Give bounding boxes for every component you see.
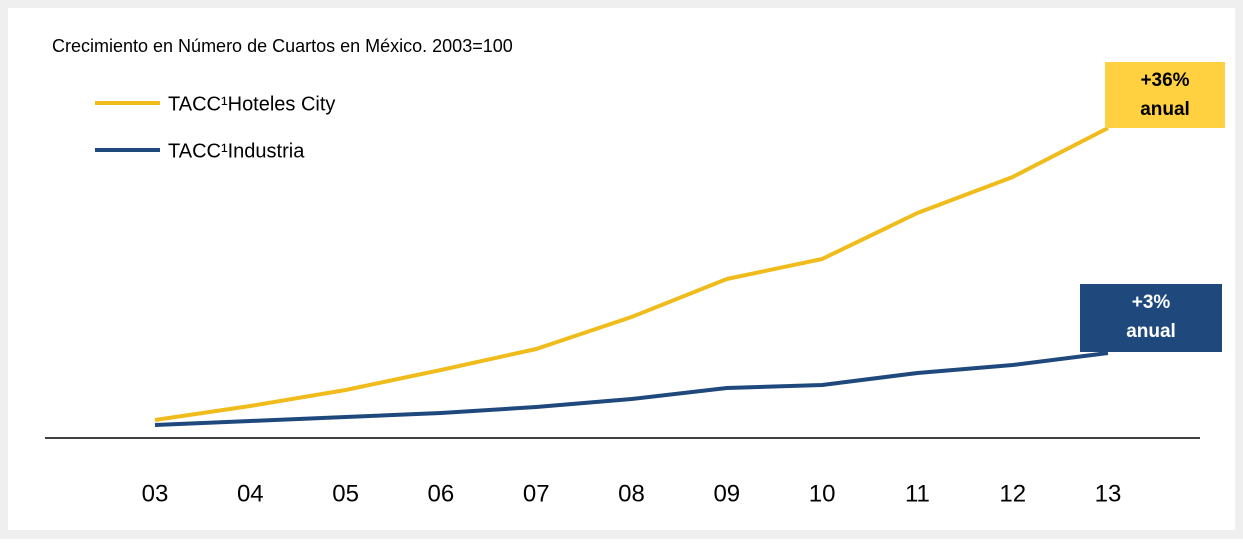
annotation-text: anual (1140, 99, 1190, 120)
panel (8, 8, 1235, 530)
x-tick-label: 13 (1095, 480, 1122, 507)
legend-label: TACC¹Industria (168, 140, 305, 162)
chart-title: Crecimiento en Número de Cuartos en Méxi… (52, 36, 513, 56)
legend-label: TACC¹Hoteles City (168, 93, 335, 115)
x-tick-label: 10 (809, 480, 836, 507)
x-tick-label: 06 (428, 480, 455, 507)
x-tick-label: 07 (523, 480, 550, 507)
x-tick-label: 09 (713, 480, 740, 507)
series-line (154, 351, 1109, 427)
annotation-box (1105, 62, 1225, 128)
x-tick-label: 11 (905, 480, 930, 507)
annotation-text: anual (1126, 321, 1176, 342)
x-tick-label: 12 (999, 480, 1026, 507)
x-tick-label: 03 (142, 480, 169, 507)
x-tick-label: 05 (332, 480, 359, 507)
x-tick-label: 04 (237, 480, 264, 507)
annotation-box (1080, 284, 1222, 352)
annotation-text: +3% (1132, 292, 1171, 313)
series-line (154, 126, 1109, 422)
annotation-text: +36% (1140, 70, 1189, 91)
x-tick-label: 08 (618, 480, 645, 507)
